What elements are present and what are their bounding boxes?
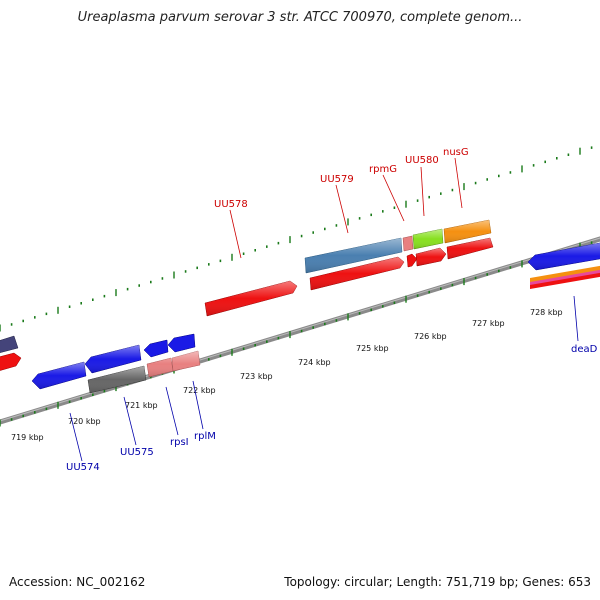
leader-rpmg xyxy=(382,174,405,222)
label-rpsi[interactable]: rpsI xyxy=(170,437,189,448)
gene-segment-red-1-shine xyxy=(310,257,404,290)
gene-uu575-box-shine xyxy=(88,366,146,393)
forward-strand-genes xyxy=(0,219,494,372)
gene-uu574-arrow-shine xyxy=(32,362,86,389)
leader-nusg xyxy=(454,157,463,209)
gene-dead-blue-arrow-shine xyxy=(528,242,600,270)
leader-rpsi xyxy=(165,386,179,436)
gene-segment-red-4-shine xyxy=(447,238,493,259)
leader-uu580 xyxy=(420,166,425,217)
gene-dead-stripe-red xyxy=(530,272,600,289)
tick-label-725: 725 kbp xyxy=(356,344,389,353)
tick-label-723: 723 kbp xyxy=(240,372,273,381)
tick-label-719: 719 kbp xyxy=(11,433,44,442)
reverse-leader-lines xyxy=(69,295,579,462)
tick-label-720: 720 kbp xyxy=(68,417,101,426)
kbp-tick-labels: 719 kbp 720 kbp 721 kbp 722 kbp 723 kbp … xyxy=(11,308,563,442)
tick-label-722: 722 kbp xyxy=(183,386,216,395)
label-rplm[interactable]: rplM xyxy=(194,431,216,442)
leader-uu579 xyxy=(335,184,349,234)
tick-label-726: 726 kbp xyxy=(414,332,447,341)
label-dead[interactable]: deaD xyxy=(571,344,598,355)
gene-rplm-box-shine xyxy=(147,351,200,377)
gene-segment-red-2[interactable] xyxy=(406,253,418,268)
chromosome-backbone-highlight xyxy=(0,237,600,422)
tick-label-724: 724 kbp xyxy=(298,358,331,367)
reverse-strand-genes xyxy=(31,242,600,394)
tick-label-728: 728 kbp xyxy=(530,308,563,317)
gene-nusg-box-shine xyxy=(444,220,491,243)
map-title: Ureaplasma parvum serovar 3 str. ATCC 70… xyxy=(77,10,523,25)
forward-leader-lines xyxy=(229,157,463,259)
gene-uu580-box-shine xyxy=(413,229,443,249)
gene-left-navy-box[interactable] xyxy=(0,335,19,354)
gene-blue-arrow-2-shine xyxy=(85,345,141,373)
label-rpmg[interactable]: rpmG xyxy=(369,164,397,175)
leader-uu574 xyxy=(69,412,83,462)
gene-uu578-arrow-shine xyxy=(205,281,297,316)
top-dotted-ruler xyxy=(0,146,593,332)
label-uu578[interactable]: UU578 xyxy=(214,199,248,210)
gene-left-red-arrow[interactable] xyxy=(0,352,22,372)
leader-rplm xyxy=(192,380,204,430)
label-nusg[interactable]: nusG xyxy=(443,147,469,158)
leader-dead xyxy=(573,295,579,342)
label-uu574[interactable]: UU574 xyxy=(66,462,100,473)
gene-blue-arrow-3[interactable] xyxy=(143,339,169,358)
tick-label-721: 721 kbp xyxy=(125,401,158,410)
gene-rpmg-box[interactable] xyxy=(402,235,414,252)
tick-label-727: 727 kbp xyxy=(472,319,505,328)
label-uu575[interactable]: UU575 xyxy=(120,447,154,458)
gene-blue-arrow-4[interactable] xyxy=(167,333,196,353)
gene-uu579-box-shine xyxy=(305,238,402,273)
accession-text: Accession: NC_002162 xyxy=(9,575,146,589)
reverse-gene-labels: UU574 UU575 rpsI rplM deaD xyxy=(66,344,598,473)
label-uu580[interactable]: UU580 xyxy=(405,155,439,166)
forward-gene-labels: UU578 UU579 rpmG UU580 nusG xyxy=(214,147,469,210)
gene-segment-red-3-shine xyxy=(416,248,446,266)
leader-uu578 xyxy=(229,209,242,259)
leader-uu575 xyxy=(123,396,137,446)
chromosome-backbone xyxy=(0,236,600,425)
genome-summary-text: Topology: circular; Length: 751,719 bp; … xyxy=(284,575,591,589)
label-uu579[interactable]: UU579 xyxy=(320,174,354,185)
